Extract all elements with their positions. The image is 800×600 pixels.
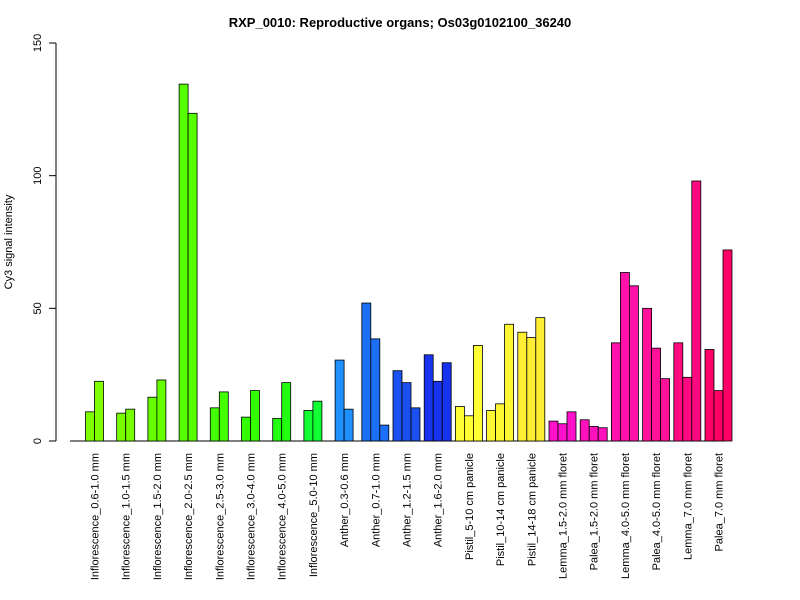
y-tick-label: 100 <box>32 166 44 184</box>
bar <box>187 112 198 442</box>
bar <box>125 408 136 442</box>
bar <box>423 354 434 442</box>
x-tick-label: Palea_7.0 mm floret <box>714 453 726 551</box>
bar <box>463 415 474 442</box>
bar <box>370 338 381 442</box>
x-tick-label: Inflorescence_4.0-5.0 mm <box>277 453 289 580</box>
bar <box>682 376 693 442</box>
x-tick-label: Pistil_10-14 cm panicle <box>495 453 507 566</box>
bar <box>472 345 483 442</box>
bar <box>611 342 621 442</box>
bar <box>713 390 724 442</box>
x-tick-label: Anther_1.6-2.0 mm <box>433 453 445 547</box>
bar <box>704 349 715 442</box>
bar <box>548 420 559 442</box>
x-tick-label: Inflorescence_2.0-2.5 mm <box>183 453 195 580</box>
bar <box>535 317 546 442</box>
x-tick-labels: Inflorescence_0.6-1.0 mm Inflorescence_1.… <box>90 453 726 580</box>
bar <box>526 337 537 442</box>
bar <box>651 347 661 442</box>
bar <box>579 419 590 442</box>
bar <box>85 411 95 442</box>
x-tick-label: Pistil_14-18 cm panicle <box>526 453 538 566</box>
bar <box>401 382 412 442</box>
bar <box>272 418 283 442</box>
bar <box>241 416 251 442</box>
bars <box>85 83 733 442</box>
bar <box>116 412 127 442</box>
x-tick-label: Lemma_7.0 mm floret <box>682 453 694 560</box>
x-tick-label: Anther_1.2-1.5 mm <box>402 453 414 547</box>
bar <box>334 359 345 442</box>
x-tick-label: Inflorescence_5.0-10 mm <box>308 453 320 577</box>
x-tick-label: Inflorescence_0.6-1.0 mm <box>90 453 102 580</box>
bar <box>557 423 568 442</box>
y-tick-label: 50 <box>32 302 44 314</box>
bar <box>673 342 684 442</box>
bar <box>504 323 515 442</box>
y-tick-label: 150 <box>32 34 44 52</box>
bar <box>660 378 670 442</box>
bar <box>454 406 465 442</box>
bar <box>361 302 372 442</box>
bar <box>588 426 599 442</box>
bar <box>392 370 403 442</box>
y-axis-label: Cy3 signal intensity <box>3 194 15 289</box>
bar <box>94 380 104 442</box>
x-tick-label: Inflorescence_1.0-1.5 mm <box>121 453 133 580</box>
bar <box>379 424 390 442</box>
x-tick-label: Lemma_4.0-5.0 mm floret <box>620 453 632 579</box>
bar <box>691 180 702 442</box>
bar <box>303 410 314 442</box>
y-axis: 0 50 100 150 <box>32 34 57 444</box>
bar <box>495 403 506 442</box>
x-tick-label: Anther_0.7-1.0 mm <box>370 453 382 547</box>
x-tick-label: Palea_1.5-2.0 mm floret <box>589 453 601 570</box>
y-tick-label: 0 <box>32 438 44 444</box>
bar <box>281 382 292 442</box>
bar <box>218 391 229 442</box>
bar <box>629 285 639 442</box>
x-tick-label: Inflorescence_1.5-2.0 mm <box>152 453 164 580</box>
x-tick-label: Pistil_5-10 cm panicle <box>464 453 476 560</box>
bar <box>250 390 260 442</box>
x-tick-label: Lemma_1.5-2.0 mm floret <box>558 453 570 579</box>
bar <box>156 379 167 442</box>
bar <box>597 427 608 442</box>
bar <box>566 411 577 442</box>
bar <box>312 400 323 442</box>
bar <box>486 410 497 442</box>
bar <box>343 408 354 442</box>
x-tick-label: Inflorescence_2.5-3.0 mm <box>214 453 226 580</box>
bar <box>620 272 630 442</box>
bar <box>432 380 443 442</box>
bar <box>517 331 528 442</box>
bar <box>410 407 421 442</box>
bar <box>642 307 652 442</box>
x-tick-label: Anther_0.3-0.6 mm <box>339 453 351 547</box>
x-tick-label: Inflorescence_3.0-4.0 mm <box>246 453 258 580</box>
bar <box>209 407 220 442</box>
chart-title: RXP_0010: Reproductive organs; Os03g0102… <box>229 15 572 30</box>
bar <box>147 396 158 442</box>
x-tick-label: Palea_4.0-5.0 mm floret <box>651 453 663 570</box>
bar <box>178 83 189 442</box>
bar <box>441 362 452 442</box>
bar <box>722 249 733 442</box>
